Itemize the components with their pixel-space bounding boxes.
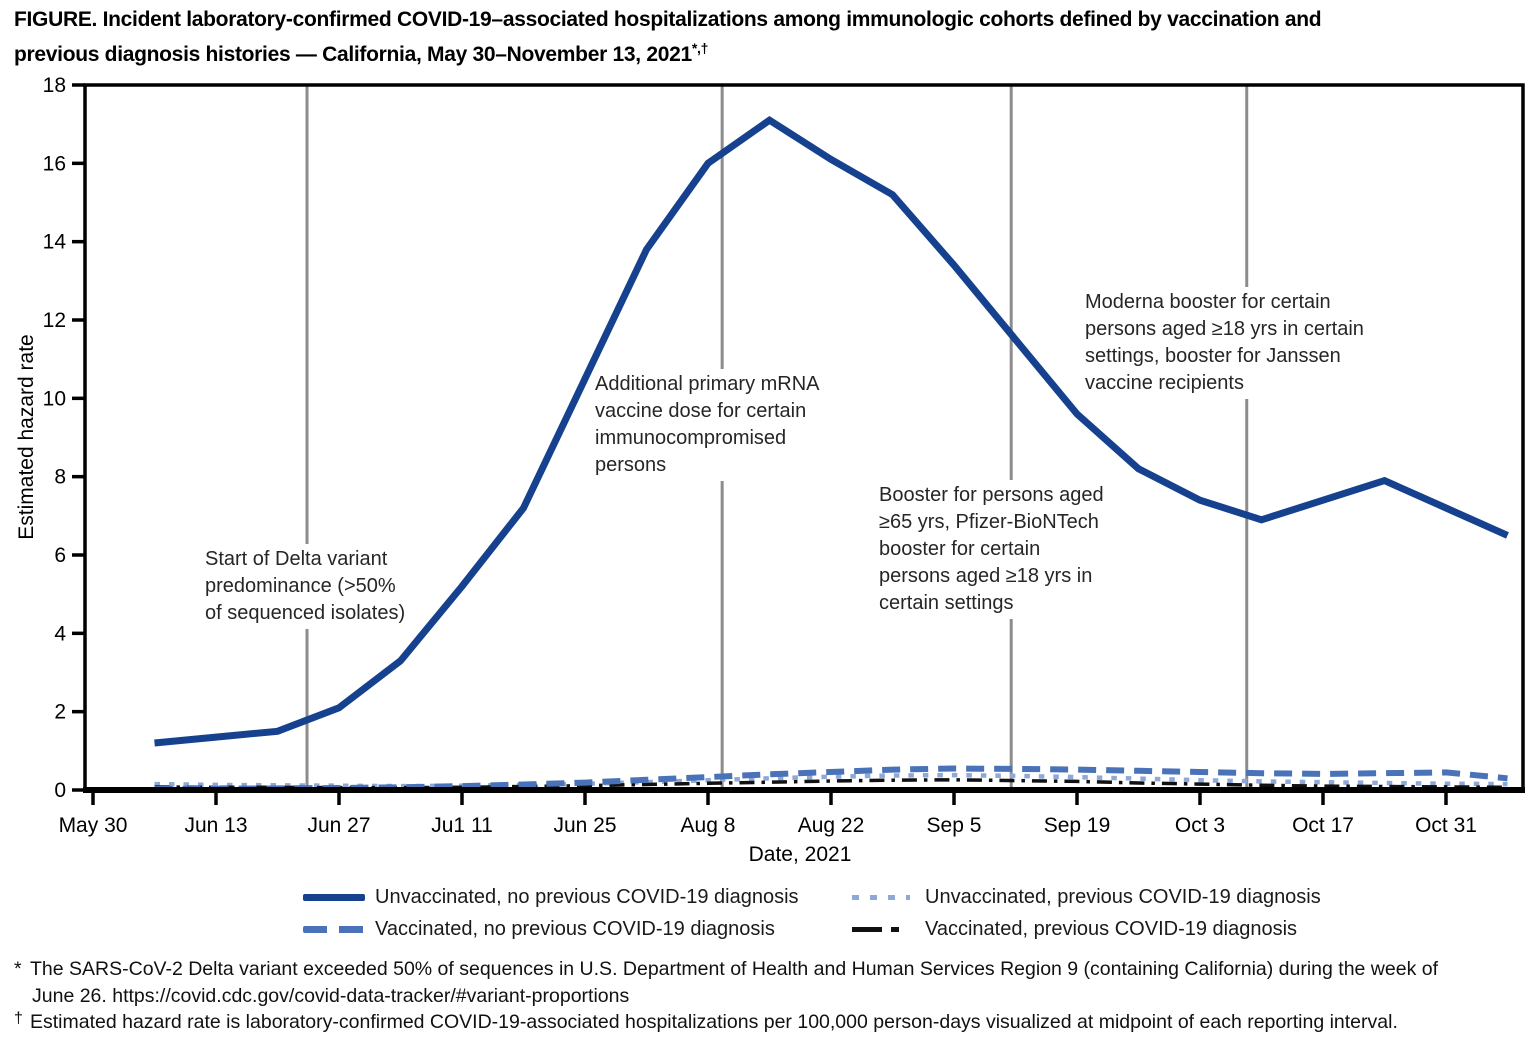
x-axis-title: Date, 2021	[748, 843, 852, 866]
annotation-booster-65: Booster for persons aged ≥65 yrs, Pfizer…	[879, 480, 1108, 619]
y-tick-label: 10	[43, 387, 66, 410]
legend-label-unvaccinated-prev: Unvaccinated, previous COVID-19 diagnosi…	[925, 886, 1321, 908]
legend-swatch-unvaccinated-no-prev	[303, 894, 365, 901]
y-tick-label: 12	[43, 309, 66, 332]
figure-title-line1: FIGURE. Incident laboratory-confirmed CO…	[14, 8, 1322, 31]
y-tick-label: 16	[43, 152, 66, 175]
y-axis-title: Estimated hazard rate	[15, 334, 38, 540]
footnote-asterisk-line2: June 26. https://covid.cdc.gov/covid-dat…	[32, 985, 630, 1007]
figure-title: FIGURE. Incident laboratory-confirmed CO…	[14, 6, 1530, 69]
x-tick-label: Aug 22	[798, 814, 865, 837]
x-tick-label: Jun 27	[307, 814, 370, 837]
legend-swatch-vaccinated-no-prev	[303, 926, 365, 933]
x-tick-label: Aug 8	[681, 814, 736, 837]
series-line-3	[154, 778, 1508, 790]
y-tick-label: 4	[54, 622, 66, 645]
annotation-moderna-janssen-booster: Moderna booster for certain persons aged…	[1085, 287, 1368, 399]
x-tick-label: Jun 25	[553, 814, 616, 837]
annotation-additional-mrna-dose: Additional primary mRNA vaccine dose for…	[595, 369, 824, 481]
x-tick-label: Oct 17	[1292, 814, 1354, 837]
footnote-dagger-marker: †	[14, 1010, 23, 1027]
y-tick-label: 8	[54, 466, 66, 489]
footnote-asterisk-marker: *	[14, 958, 22, 980]
x-tick-label: Ju1 11	[431, 814, 493, 837]
y-tick-label: 14	[43, 231, 67, 254]
x-tick-label: Oct 31	[1415, 814, 1477, 837]
legend-label-vaccinated-prev: Vaccinated, previous COVID-19 diagnosis	[925, 918, 1298, 940]
legend-label-unvaccinated-no-prev: Unvaccinated, no previous COVID-19 diagn…	[375, 886, 799, 908]
series-line-0	[154, 115, 1509, 747]
y-tick-label: 6	[54, 544, 66, 567]
x-tick-label: Jun 13	[184, 814, 247, 837]
figure-title-line2: previous diagnosis histories — Californi…	[14, 43, 692, 66]
annotation-delta-predominance: Start of Delta variant predominance (>50…	[205, 544, 410, 629]
legend-swatch-unvaccinated-prev	[852, 895, 910, 900]
x-tick-label: Sep 5	[927, 814, 982, 837]
x-tick-label: Sep 19	[1044, 814, 1111, 837]
footnote-dagger: † Estimated hazard rate is laboratory-con…	[14, 1010, 1398, 1033]
y-tick-label: 2	[54, 701, 66, 724]
title-footnote-markers: *,†	[691, 40, 709, 56]
x-tick-label: Oct 3	[1175, 814, 1225, 837]
y-tick-label: 0	[54, 779, 66, 802]
y-tick-label: 18	[43, 74, 66, 97]
legend-swatch-vaccinated-prev	[852, 927, 902, 932]
footnote-asterisk-line1: * The SARS-CoV-2 Delta variant exceeded 5…	[14, 958, 1439, 980]
x-tick-label: May 30	[59, 814, 128, 837]
legend-label-vaccinated-no-prev: Vaccinated, no previous COVID-19 diagnos…	[375, 918, 775, 940]
